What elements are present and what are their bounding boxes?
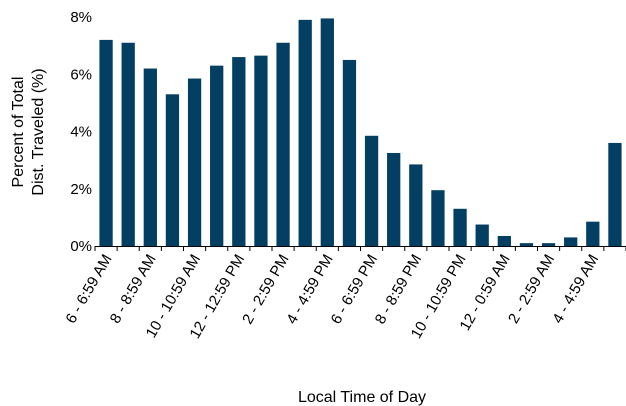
y-axis: 0% 2% 4% 6% 8% [70, 9, 92, 255]
bar [541, 243, 556, 246]
bar [564, 237, 578, 246]
y-tick-label: 2% [70, 181, 92, 198]
bar [210, 65, 224, 246]
bar [99, 39, 113, 247]
bar [608, 142, 622, 246]
y-tick-label: 6% [70, 66, 92, 83]
bar [232, 57, 246, 246]
bar [342, 59, 357, 246]
x-axis-title: Local Time of Day [298, 389, 426, 406]
bar [298, 19, 312, 246]
bars [99, 18, 622, 247]
bar [187, 78, 202, 246]
bar [431, 190, 445, 246]
y-tick-label: 4% [70, 124, 92, 141]
y-tick-label: 8% [70, 9, 92, 26]
y-tick-label: 0% [70, 238, 92, 255]
y-axis-title-line-1: Percent of Total [10, 77, 27, 188]
bar [121, 42, 135, 247]
bar [586, 221, 600, 246]
bar [364, 135, 379, 246]
bar [320, 18, 334, 247]
bar [143, 68, 157, 246]
bar [254, 55, 268, 246]
bar [276, 42, 290, 247]
bar [497, 235, 511, 246]
bar [453, 208, 467, 246]
bar [387, 152, 401, 246]
bar [165, 94, 180, 246]
bar [475, 224, 489, 246]
x-tick-label: 4 - 4:59 AM [549, 252, 602, 327]
y-axis-title-line-2: Dist. Traveled (%) [30, 68, 47, 195]
bar [409, 164, 423, 246]
bar [519, 243, 534, 246]
